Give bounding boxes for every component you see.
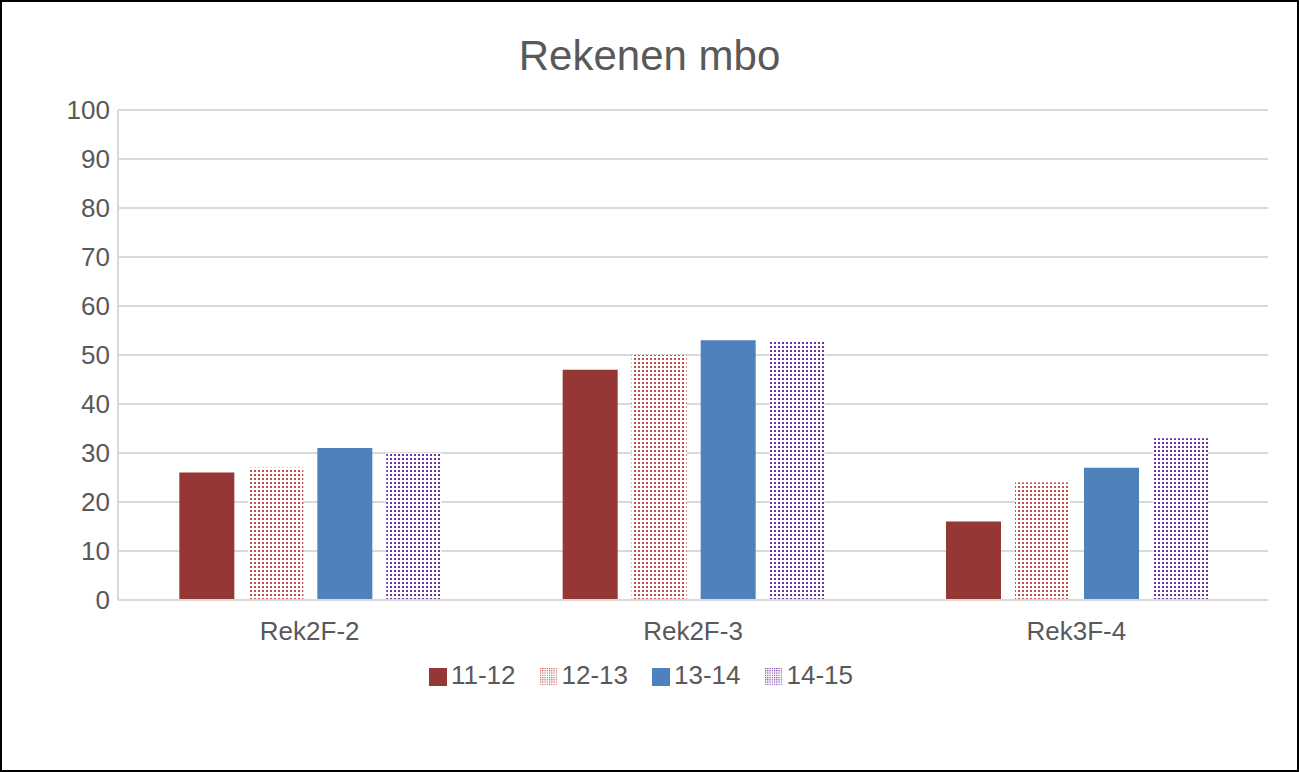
svg-text:100: 100 <box>67 95 110 125</box>
svg-text:70: 70 <box>81 242 110 272</box>
html-text:14-15: 14-15 <box>786 660 853 690</box>
svg-text:30: 30 <box>81 438 110 468</box>
html-text:Rekenen mbo: Rekenen mbo <box>518 32 781 79</box>
svg-text:0: 0 <box>96 585 110 615</box>
svg-text:Rek3F-4: Rek3F-4 <box>1026 616 1126 646</box>
svg-text:Rek2F-3: Rek2F-3 <box>643 616 743 646</box>
html-text:12-13: 12-13 <box>561 660 628 690</box>
html-text:11-12: 11-12 <box>451 660 516 690</box>
svg-text:60: 60 <box>81 291 110 321</box>
svg-text:80: 80 <box>81 193 110 223</box>
svg-text:10: 10 <box>81 536 110 566</box>
svg-text:90: 90 <box>81 144 110 174</box>
svg-text:20: 20 <box>81 487 110 517</box>
html-text:13-14: 13-14 <box>674 660 741 690</box>
svg-text:Rek2F-2: Rek2F-2 <box>260 616 360 646</box>
svg-text:40: 40 <box>81 389 110 419</box>
svg-text:50: 50 <box>81 340 110 370</box>
